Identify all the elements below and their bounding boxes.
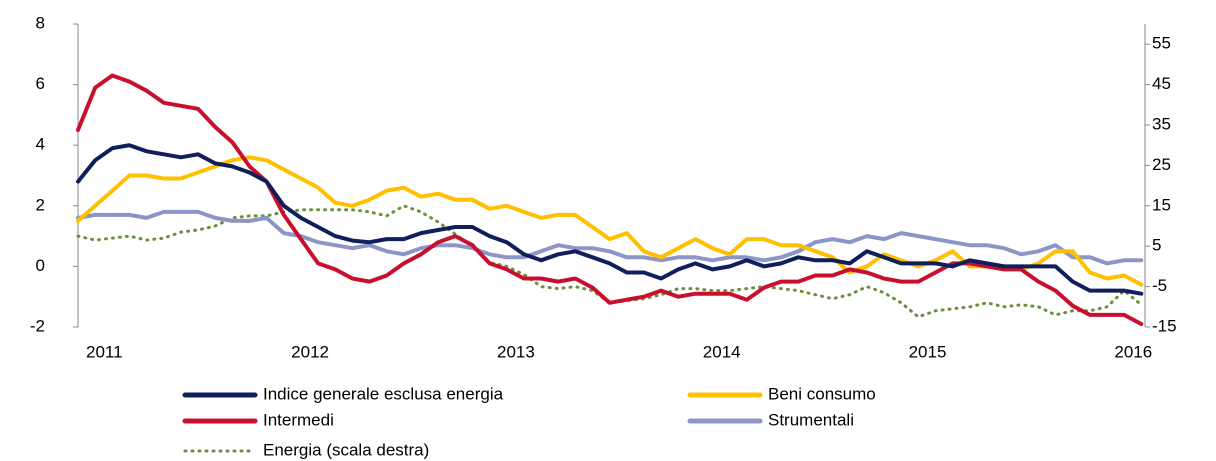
- y-tick-label: 0: [36, 256, 45, 275]
- x-tick-label: 2013: [497, 342, 535, 361]
- y2-tick-label: 45: [1152, 74, 1171, 93]
- y-tick-label: 8: [36, 13, 45, 32]
- x-tick-label: 2016: [1114, 342, 1152, 361]
- legend-label: Beni consumo: [768, 384, 876, 403]
- legend-label: Intermedi: [263, 410, 334, 429]
- legend-label: Indice generale esclusa energia: [263, 384, 504, 403]
- x-tick-label: 2011: [86, 342, 123, 361]
- y-tick-label: 2: [36, 195, 45, 214]
- y-tick-label: 6: [36, 74, 45, 93]
- y-tick-label: -2: [30, 316, 45, 335]
- y2-tick-label: 35: [1152, 114, 1171, 133]
- series-line: [76, 209, 1144, 266]
- x-tick-label: 2012: [291, 342, 329, 361]
- x-tick-label: 2015: [909, 342, 947, 361]
- y2-tick-label: -15: [1152, 316, 1177, 335]
- y2-tick-label: 55: [1152, 34, 1171, 53]
- y2-tick-label: 5: [1152, 236, 1161, 255]
- y2-tick-label: 15: [1152, 195, 1171, 214]
- x-tick-label: 2014: [703, 342, 741, 361]
- legend-label: Energia (scala destra): [263, 440, 429, 459]
- legend-label: Strumentali: [768, 410, 854, 429]
- y2-tick-label: -5: [1152, 276, 1167, 295]
- y-tick-label: 4: [36, 135, 45, 154]
- series-line: [76, 73, 1144, 326]
- series-line: [76, 143, 1144, 296]
- y2-tick-label: 25: [1152, 155, 1171, 174]
